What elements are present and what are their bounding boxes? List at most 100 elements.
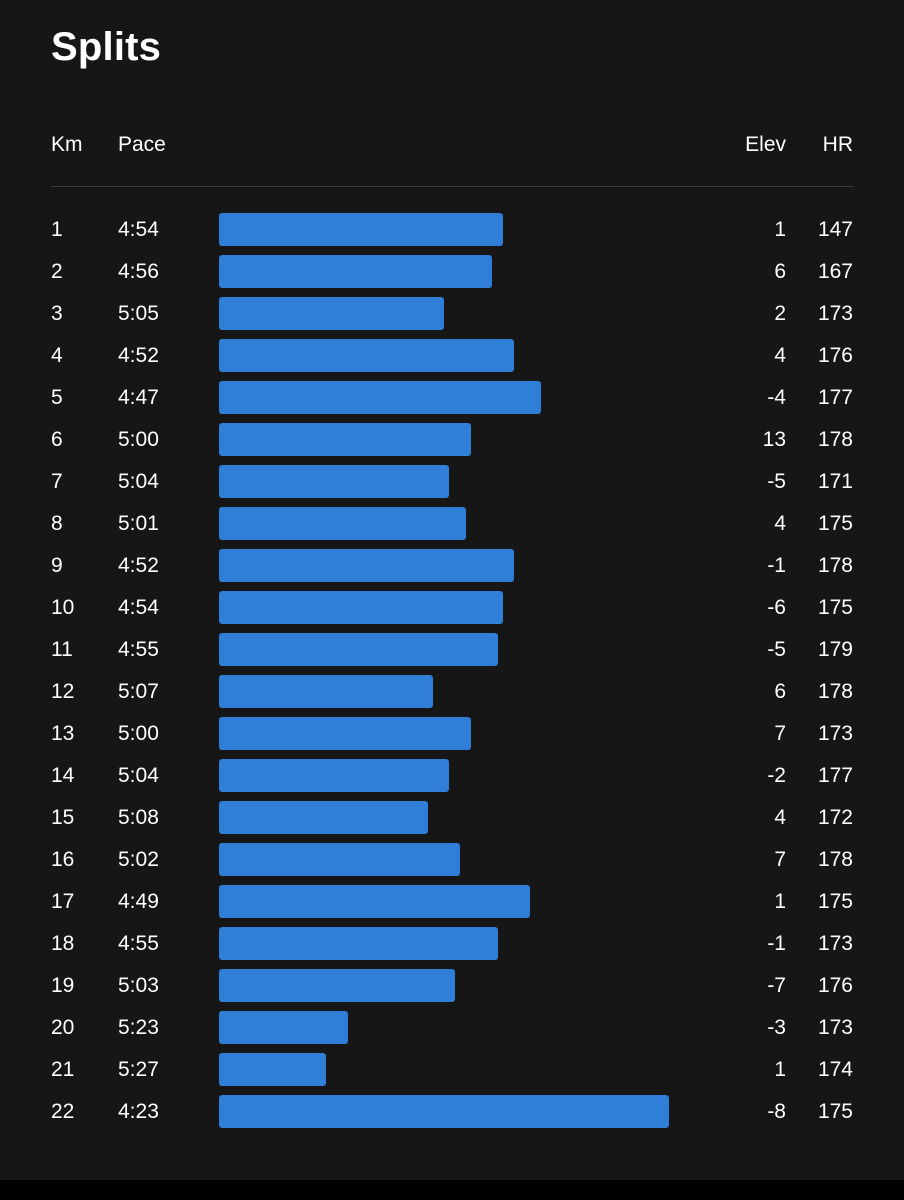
split-hr: 176 <box>817 344 853 367</box>
split-elev: -6 <box>767 596 786 619</box>
column-header-elev: Elev <box>745 133 786 156</box>
split-pace: 4:52 <box>118 554 159 577</box>
split-pace: 5:03 <box>118 974 159 997</box>
pace-bar <box>219 297 444 330</box>
split-elev: 1 <box>774 1058 786 1081</box>
split-km: 5 <box>51 386 63 409</box>
pace-bar <box>219 591 503 624</box>
split-pace: 5:00 <box>118 428 159 451</box>
pace-bar <box>219 675 433 708</box>
splits-list: 1 4:54 1 147 2 4:56 6 167 3 5:05 2 173 4 4:52 4 176 5 4:4… <box>0 209 904 1133</box>
pace-bar <box>219 213 503 246</box>
pace-bar <box>219 801 428 834</box>
split-row: 9 4:52 -1 178 <box>0 545 904 587</box>
split-hr: 173 <box>817 1016 853 1039</box>
split-elev: 4 <box>774 512 786 535</box>
split-km: 21 <box>51 1058 75 1081</box>
split-km: 17 <box>51 890 75 913</box>
split-row: 17 4:49 1 175 <box>0 881 904 923</box>
split-elev: 7 <box>774 722 786 745</box>
split-row: 19 5:03 -7 176 <box>0 965 904 1007</box>
split-row: 14 5:04 -2 177 <box>0 755 904 797</box>
pace-bar <box>219 1095 669 1128</box>
pace-bar <box>219 465 449 498</box>
split-elev: 6 <box>774 680 786 703</box>
split-hr: 175 <box>817 512 853 535</box>
pace-bar <box>219 1053 326 1086</box>
split-pace: 5:04 <box>118 470 159 493</box>
split-elev: -8 <box>767 1100 786 1123</box>
split-km: 1 <box>51 218 63 241</box>
table-header: Km Pace Elev HR <box>0 130 904 160</box>
split-pace: 4:56 <box>118 260 159 283</box>
split-pace: 5:02 <box>118 848 159 871</box>
split-km: 14 <box>51 764 75 787</box>
split-elev: -3 <box>767 1016 786 1039</box>
split-km: 10 <box>51 596 75 619</box>
split-km: 2 <box>51 260 63 283</box>
split-elev: 7 <box>774 848 786 871</box>
header-divider <box>51 186 854 187</box>
pace-bar <box>219 969 455 1002</box>
split-km: 7 <box>51 470 63 493</box>
split-row: 11 4:55 -5 179 <box>0 629 904 671</box>
split-elev: -1 <box>767 932 786 955</box>
split-km: 9 <box>51 554 63 577</box>
split-pace: 5:01 <box>118 512 159 535</box>
split-pace: 5:27 <box>118 1058 159 1081</box>
split-pace: 5:05 <box>118 302 159 325</box>
split-row: 5 4:47 -4 177 <box>0 377 904 419</box>
split-elev: 4 <box>774 806 786 829</box>
split-km: 15 <box>51 806 75 829</box>
pace-bar <box>219 549 514 582</box>
split-km: 22 <box>51 1100 75 1123</box>
split-km: 19 <box>51 974 75 997</box>
split-hr: 147 <box>817 218 853 241</box>
split-km: 4 <box>51 344 63 367</box>
pace-bar <box>219 507 466 540</box>
column-header-pace: Pace <box>118 133 166 156</box>
split-elev: 6 <box>774 260 786 283</box>
pace-bar <box>219 339 514 372</box>
split-hr: 176 <box>817 974 853 997</box>
split-elev: -5 <box>767 470 786 493</box>
split-pace: 5:08 <box>118 806 159 829</box>
pace-bar <box>219 885 530 918</box>
split-pace: 5:23 <box>118 1016 159 1039</box>
split-elev: 1 <box>774 218 786 241</box>
split-pace: 5:04 <box>118 764 159 787</box>
split-row: 22 4:23 -8 175 <box>0 1091 904 1133</box>
split-hr: 175 <box>817 890 853 913</box>
split-elev: 13 <box>762 428 786 451</box>
split-hr: 179 <box>817 638 853 661</box>
split-pace: 4:54 <box>118 218 159 241</box>
split-km: 8 <box>51 512 63 535</box>
split-row: 3 5:05 2 173 <box>0 293 904 335</box>
split-hr: 178 <box>817 554 853 577</box>
split-pace: 5:07 <box>118 680 159 703</box>
split-pace: 4:55 <box>118 638 159 661</box>
split-row: 2 4:56 6 167 <box>0 251 904 293</box>
split-elev: 4 <box>774 344 786 367</box>
split-hr: 172 <box>817 806 853 829</box>
split-hr: 175 <box>817 596 853 619</box>
split-row: 6 5:00 13 178 <box>0 419 904 461</box>
pace-bar <box>219 843 460 876</box>
split-km: 13 <box>51 722 75 745</box>
split-row: 21 5:27 1 174 <box>0 1049 904 1091</box>
pace-bar <box>219 1011 348 1044</box>
split-elev: -1 <box>767 554 786 577</box>
pace-bar <box>219 717 471 750</box>
split-km: 3 <box>51 302 63 325</box>
split-hr: 173 <box>817 722 853 745</box>
split-row: 8 5:01 4 175 <box>0 503 904 545</box>
split-row: 13 5:00 7 173 <box>0 713 904 755</box>
split-row: 16 5:02 7 178 <box>0 839 904 881</box>
split-row: 20 5:23 -3 173 <box>0 1007 904 1049</box>
pace-bar <box>219 423 471 456</box>
split-row: 1 4:54 1 147 <box>0 209 904 251</box>
split-hr: 167 <box>817 260 853 283</box>
split-km: 16 <box>51 848 75 871</box>
split-hr: 174 <box>817 1058 853 1081</box>
split-pace: 4:49 <box>118 890 159 913</box>
